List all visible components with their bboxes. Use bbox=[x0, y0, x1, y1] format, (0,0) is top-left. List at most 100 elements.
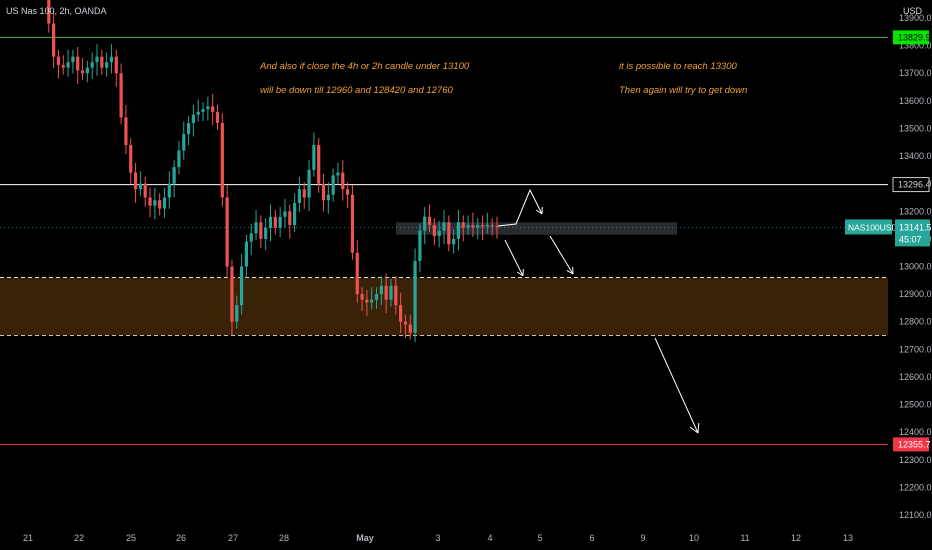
candle-body bbox=[485, 225, 489, 227]
top-level-price-label: 13829.9 bbox=[898, 32, 931, 42]
annotation-right-line1[interactable]: it is possible to reach 13300 bbox=[619, 61, 737, 72]
candle-body bbox=[278, 216, 282, 228]
annotation-right-line2[interactable]: Then again will try to get down bbox=[619, 85, 748, 96]
candle-body bbox=[321, 183, 326, 201]
candle-body bbox=[283, 211, 287, 217]
candle-body bbox=[268, 216, 273, 228]
candle-body bbox=[158, 200, 162, 209]
x-tick-label: 4 bbox=[487, 533, 492, 543]
candle-body bbox=[326, 194, 330, 201]
projection-arrow-down-1[interactable] bbox=[504, 239, 524, 277]
annotation-left-line2[interactable]: will be down till 12960 and 128420 and 1… bbox=[260, 85, 453, 96]
y-tick-label: 12800.0 bbox=[899, 317, 932, 327]
projection-arrow-down-2-head bbox=[566, 270, 574, 275]
candle-body bbox=[456, 222, 461, 239]
current-price-tag bbox=[895, 219, 930, 247]
x-tick-label: 25 bbox=[126, 533, 136, 543]
candle-body bbox=[239, 266, 244, 306]
y-tick-label: 12500.0 bbox=[899, 400, 932, 410]
candle-body bbox=[331, 175, 335, 195]
candle-body bbox=[196, 111, 200, 115]
x-tick-label: 26 bbox=[176, 533, 186, 543]
candle-body bbox=[167, 183, 171, 198]
consolidation-box[interactable] bbox=[396, 222, 677, 235]
candle-body bbox=[182, 133, 186, 151]
candle-body bbox=[288, 211, 292, 226]
candle-body bbox=[403, 321, 408, 325]
candle-body bbox=[437, 230, 441, 237]
candle-body bbox=[273, 216, 277, 228]
candle-body bbox=[408, 324, 412, 333]
candle-body bbox=[138, 183, 142, 190]
projection-arrow-target[interactable] bbox=[654, 337, 699, 434]
annotation-left-line1[interactable]: And also if close the 4h or 2h candle un… bbox=[260, 61, 470, 72]
candle-body bbox=[471, 225, 475, 228]
symbol-title[interactable]: US Nas 100, 2h, OANDA bbox=[6, 6, 107, 16]
candle-body bbox=[461, 222, 465, 228]
y-tick-label: 12600.0 bbox=[899, 372, 932, 382]
support-zone[interactable] bbox=[0, 277, 888, 336]
candle-body bbox=[230, 266, 234, 322]
candle-body bbox=[153, 200, 157, 206]
candle-body bbox=[201, 109, 205, 112]
x-tick-label: 27 bbox=[228, 533, 238, 543]
candle-body bbox=[490, 225, 494, 227]
y-tick-label: 12400.0 bbox=[899, 427, 932, 437]
projection-arrow-up[interactable] bbox=[497, 188, 543, 227]
y-tick-label: 12100.0 bbox=[899, 510, 932, 520]
candle-body bbox=[186, 122, 191, 134]
candle-body bbox=[80, 70, 85, 74]
y-tick-label: 13700.0 bbox=[899, 68, 932, 78]
candle-body bbox=[133, 172, 138, 190]
candle-body bbox=[312, 145, 316, 170]
candle-body bbox=[119, 73, 123, 118]
candle-body bbox=[244, 241, 249, 267]
x-tick-label: 9 bbox=[640, 533, 645, 543]
candle-body bbox=[476, 225, 480, 228]
x-tick-label: 21 bbox=[23, 533, 33, 543]
candles bbox=[47, 0, 499, 342]
current-price-label: 13141.5 bbox=[899, 222, 932, 232]
candle-body bbox=[100, 56, 104, 68]
candle-body bbox=[355, 252, 359, 295]
candle-body bbox=[105, 62, 109, 68]
candle-body bbox=[418, 230, 422, 261]
y-tick-label: 13400.0 bbox=[899, 151, 932, 161]
projection-arrows bbox=[497, 188, 700, 434]
x-tick-label: 11 bbox=[740, 533, 749, 543]
candle-body bbox=[61, 64, 65, 68]
candle-body bbox=[235, 305, 239, 322]
currency-label[interactable]: USD bbox=[902, 6, 922, 16]
candle-body bbox=[346, 189, 350, 195]
candle-body bbox=[495, 226, 499, 228]
candle-body bbox=[292, 202, 297, 226]
y-tick-label: 13600.0 bbox=[899, 96, 932, 106]
y-tick-label: 13500.0 bbox=[899, 123, 932, 133]
projection-arrow-down-1-head bbox=[516, 271, 524, 277]
candle-body bbox=[384, 285, 388, 300]
candle-body bbox=[254, 222, 258, 234]
y-tick-label: 13000.0 bbox=[899, 262, 932, 272]
y-tick-label: 12300.0 bbox=[899, 455, 932, 465]
countdown-label: 45:07 bbox=[899, 234, 922, 244]
bottom-level-tag bbox=[893, 437, 929, 452]
candle-body bbox=[148, 197, 152, 206]
candle-body bbox=[90, 62, 94, 68]
projection-arrow-down-2[interactable] bbox=[549, 235, 574, 275]
candle-body bbox=[52, 23, 56, 57]
y-tick-label: 12900.0 bbox=[899, 289, 932, 299]
candle-body bbox=[480, 225, 485, 227]
candle-body bbox=[427, 216, 432, 226]
candle-body bbox=[220, 122, 224, 198]
x-tick-label: 3 bbox=[435, 533, 440, 543]
x-tick-label: 6 bbox=[589, 533, 594, 543]
candle-body bbox=[389, 285, 393, 300]
mid-level-tag bbox=[892, 177, 930, 193]
candle-body bbox=[71, 56, 75, 63]
candle-body bbox=[206, 106, 210, 110]
price-axis: 12100.0 12200.0 12300.0 12400.0 12500.0 12600… bbox=[899, 13, 932, 520]
top-level-tag bbox=[893, 30, 929, 45]
candle-body bbox=[249, 233, 253, 242]
candle-body bbox=[143, 183, 147, 198]
